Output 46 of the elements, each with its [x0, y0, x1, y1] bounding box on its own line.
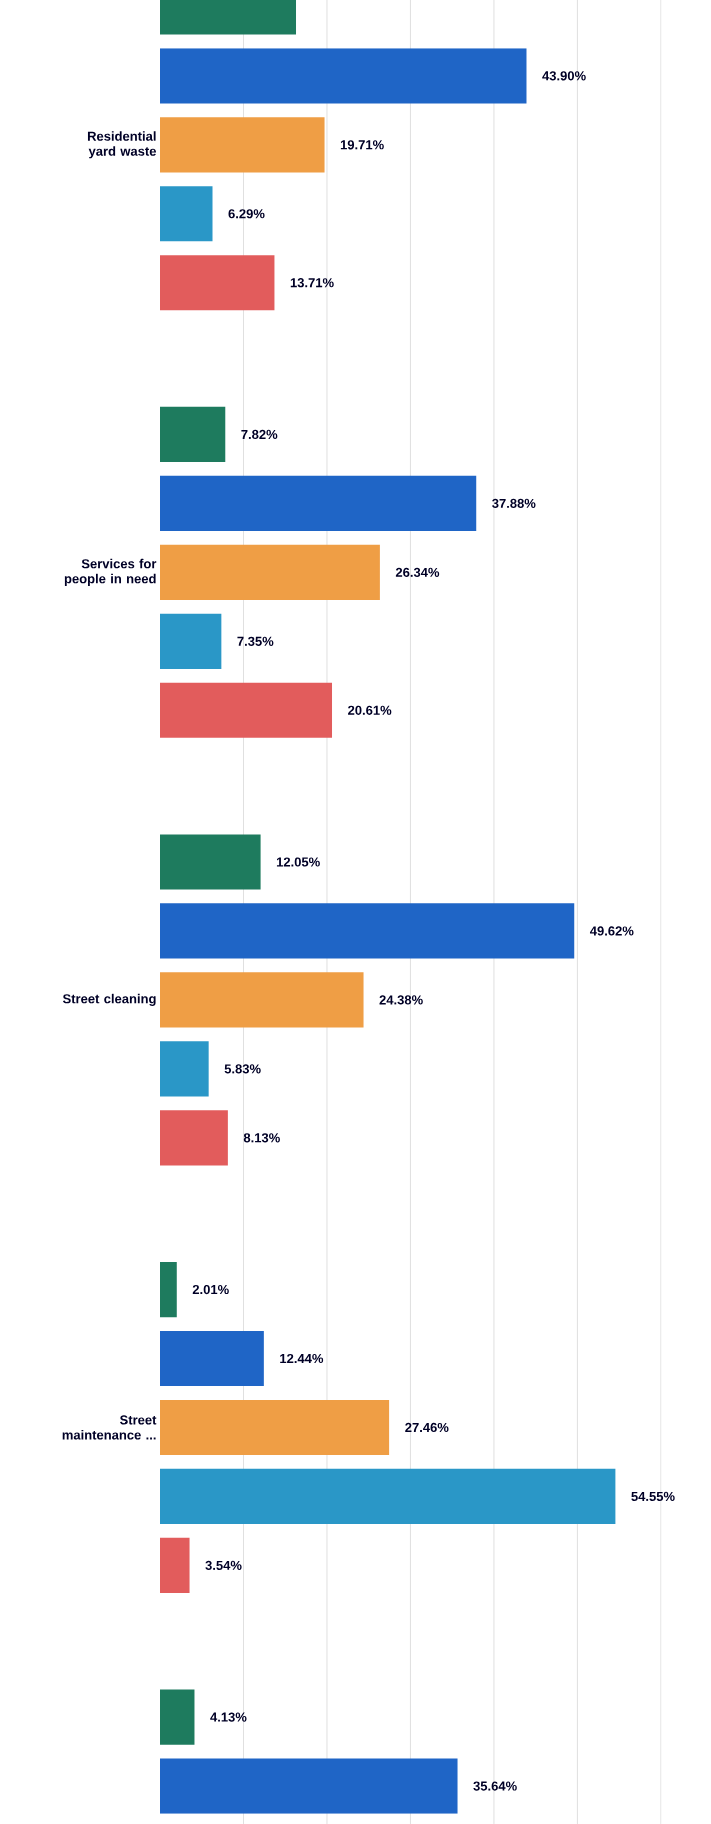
data-label: 35.64%	[473, 1781, 517, 1791]
data-label: 2.01%	[192, 1284, 229, 1295]
y-tick-label: Street cleaning	[62, 993, 156, 1006]
data-label: 49.62%	[589, 926, 634, 936]
data-label: 6.29%	[228, 209, 265, 219]
bar	[160, 406, 226, 463]
bar	[160, 903, 575, 959]
data-label: 24.38%	[379, 995, 423, 1005]
bar	[160, 1330, 264, 1387]
data-label: 20.61%	[348, 705, 392, 715]
data-label: 8.13%	[243, 1133, 280, 1143]
bar	[160, 1689, 195, 1745]
data-label: 7.82%	[241, 429, 278, 440]
bar	[160, 48, 527, 104]
bar	[160, 1110, 228, 1166]
bar	[160, 1758, 458, 1814]
bar	[160, 117, 325, 173]
data-label: 13.71%	[290, 278, 334, 288]
bar	[160, 544, 380, 600]
bar	[160, 475, 477, 531]
bar	[160, 1261, 177, 1318]
bar	[160, 1537, 190, 1593]
data-label: 7.35%	[237, 636, 274, 646]
data-label: 43.90%	[542, 71, 586, 81]
bar	[160, 255, 275, 311]
y-tick-label: Residential yard waste	[87, 131, 157, 159]
data-label: 37.88%	[492, 498, 536, 508]
data-label: 12.44%	[280, 1353, 324, 1364]
y-tick-label: Street maintenance ...	[62, 1415, 157, 1440]
bar	[160, 613, 222, 669]
bar	[160, 682, 333, 738]
bar	[160, 1468, 616, 1525]
y-tick-label: Services for people in need	[64, 558, 157, 586]
bar	[160, 186, 213, 242]
data-label: 19.71%	[340, 140, 384, 150]
bar	[160, 1041, 209, 1097]
data-label: 5.83%	[224, 1064, 261, 1074]
data-label: 27.46%	[405, 1422, 449, 1433]
bar	[160, 834, 261, 890]
bar	[160, 1399, 390, 1456]
bar	[160, 972, 364, 1028]
data-label: 4.13%	[210, 1712, 247, 1722]
data-label: 12.05%	[276, 857, 320, 867]
data-label: 54.55%	[631, 1491, 675, 1502]
data-label: 26.34%	[395, 567, 440, 577]
data-label: 3.54%	[205, 1560, 242, 1570]
